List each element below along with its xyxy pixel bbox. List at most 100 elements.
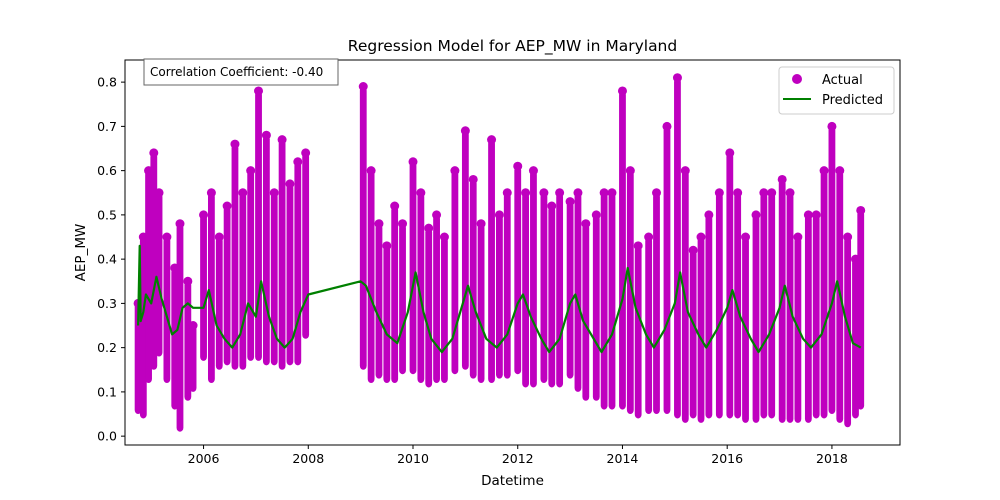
actual-point bbox=[230, 139, 240, 149]
actual-band bbox=[514, 166, 522, 375]
x-tick-label: 2014 bbox=[607, 451, 639, 466]
actual-point bbox=[460, 126, 470, 136]
actual-point bbox=[254, 86, 264, 96]
actual-point bbox=[704, 210, 714, 220]
y-tick-label: 0.2 bbox=[97, 340, 117, 355]
actual-point bbox=[819, 166, 829, 176]
actual-band bbox=[726, 152, 734, 419]
actual-band bbox=[302, 152, 310, 339]
actual-point bbox=[827, 121, 837, 131]
annotation-text: Correlation Coefficient: -0.40 bbox=[150, 65, 323, 79]
actual-point bbox=[751, 210, 761, 220]
actual-band bbox=[844, 237, 852, 428]
actual-band bbox=[812, 214, 820, 419]
actual-point bbox=[573, 188, 583, 198]
y-tick-label: 0.5 bbox=[97, 207, 117, 222]
x-tick-label: 2006 bbox=[188, 451, 220, 466]
actual-point bbox=[696, 232, 706, 242]
y-tick-label: 0.8 bbox=[97, 75, 117, 90]
actual-band bbox=[566, 201, 574, 379]
actual-point bbox=[644, 232, 654, 242]
actual-point bbox=[439, 232, 449, 242]
x-tick-label: 2010 bbox=[397, 451, 429, 466]
actual-band bbox=[134, 303, 142, 415]
actual-point bbox=[382, 241, 392, 251]
actual-point bbox=[539, 188, 549, 198]
actual-point bbox=[581, 219, 591, 229]
chart-title: Regression Model for AEP_MW in Maryland bbox=[348, 37, 677, 56]
actual-point bbox=[269, 188, 279, 198]
actual-band bbox=[697, 237, 705, 423]
actual-band bbox=[207, 192, 215, 384]
legend-actual-label: Actual bbox=[822, 73, 863, 88]
correlation-annotation: Correlation Coefficient: -0.40 bbox=[143, 58, 339, 86]
actual-band bbox=[155, 192, 163, 357]
actual-point bbox=[835, 166, 845, 176]
actual-point bbox=[767, 188, 777, 198]
actual-band bbox=[286, 183, 294, 366]
actual-point bbox=[565, 197, 575, 207]
actual-band bbox=[409, 161, 417, 375]
actual-point bbox=[502, 188, 512, 198]
actual-band bbox=[574, 192, 582, 392]
y-tick-label: 0.7 bbox=[97, 119, 117, 134]
actual-point bbox=[625, 166, 635, 176]
actual-point bbox=[759, 188, 769, 198]
actual-band bbox=[417, 192, 425, 384]
actual-point bbox=[785, 188, 795, 198]
actual-band bbox=[163, 237, 171, 384]
actual-band bbox=[215, 237, 223, 370]
actual-band bbox=[184, 281, 192, 401]
actual-point bbox=[733, 188, 743, 198]
actual-point bbox=[487, 135, 497, 145]
actual-band bbox=[451, 170, 459, 375]
actual-band bbox=[689, 250, 697, 419]
actual-point bbox=[680, 166, 690, 176]
actual-band bbox=[247, 170, 255, 361]
legend-actual-marker bbox=[792, 74, 802, 84]
actual-point bbox=[199, 210, 209, 220]
annotation-box bbox=[143, 58, 339, 86]
plot-frame bbox=[124, 59, 901, 446]
actual-point bbox=[432, 210, 442, 220]
y-axis-label: AEP_MW bbox=[73, 224, 89, 282]
actual-point bbox=[662, 121, 672, 131]
actual-band bbox=[239, 192, 247, 370]
actual-point bbox=[149, 148, 159, 158]
actual-point bbox=[528, 166, 538, 176]
actual-point bbox=[591, 210, 601, 220]
actual-band bbox=[600, 192, 608, 410]
actual-point bbox=[175, 219, 185, 229]
actual-point bbox=[547, 201, 557, 211]
actual-band bbox=[189, 325, 197, 392]
actual-point bbox=[154, 188, 164, 198]
actual-band bbox=[441, 237, 448, 384]
actual-band bbox=[145, 170, 152, 384]
actual-point bbox=[652, 188, 662, 198]
x-tick-label: 2018 bbox=[816, 451, 848, 466]
y-tick-label: 0.1 bbox=[97, 384, 117, 399]
actual-point bbox=[293, 157, 303, 167]
actual-band bbox=[530, 170, 537, 388]
actual-point bbox=[521, 188, 531, 198]
actual-band bbox=[375, 223, 383, 379]
actual-band bbox=[645, 237, 653, 415]
actual-band bbox=[469, 179, 477, 379]
actual-point bbox=[777, 174, 787, 184]
y-tick-label: 0.3 bbox=[97, 296, 117, 311]
actual-band bbox=[548, 206, 556, 388]
actual-point bbox=[398, 219, 408, 229]
actual-band bbox=[461, 130, 469, 370]
actual-band bbox=[540, 192, 548, 384]
actual-band bbox=[383, 245, 391, 384]
actual-band bbox=[626, 170, 634, 415]
actual-band bbox=[391, 206, 399, 384]
actual-point bbox=[285, 179, 295, 189]
actual-point bbox=[183, 276, 193, 286]
actual-point bbox=[390, 201, 400, 211]
actual-band bbox=[223, 206, 231, 366]
actual-band bbox=[608, 192, 616, 410]
actual-band bbox=[425, 228, 433, 388]
actual-band bbox=[857, 210, 865, 410]
actual-point bbox=[672, 73, 682, 83]
